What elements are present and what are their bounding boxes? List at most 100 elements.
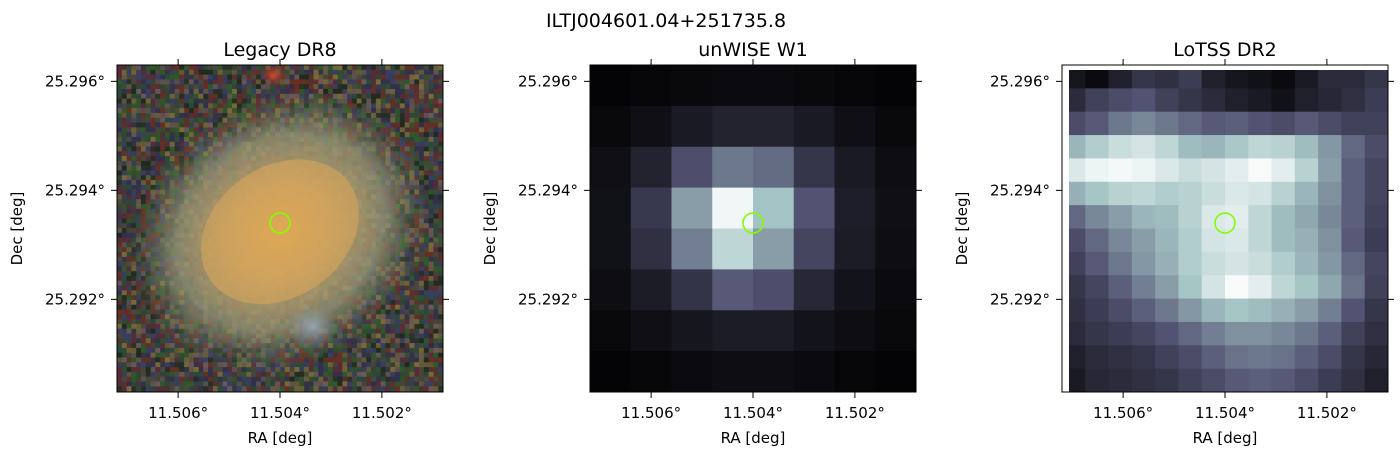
- heatmap-cell: [630, 351, 672, 392]
- x-tick-label: 11.502°: [1297, 404, 1357, 422]
- heatmap-cell: [834, 310, 876, 352]
- heatmap-cell: [793, 105, 835, 148]
- heatmap-cell: [1341, 205, 1366, 229]
- heatmap-cell: [1155, 345, 1179, 370]
- heatmap-cell: [1341, 251, 1366, 276]
- heatmap-cell: [1248, 345, 1273, 370]
- heatmap-cell: [1294, 65, 1319, 89]
- heatmap-cell: [1364, 368, 1388, 392]
- heatmap-cell: [1201, 251, 1226, 276]
- heatmap-cell: [1085, 345, 1110, 370]
- heatmap-cell: [1248, 158, 1273, 183]
- y-tick-label: 25.294°: [990, 181, 1050, 199]
- heatmap-cell: [1248, 228, 1273, 253]
- heatmap-cell: [875, 65, 916, 107]
- panel-title: Legacy DR8: [223, 39, 336, 61]
- heatmap-cell: [753, 146, 795, 189]
- heatmap-cell: [1085, 158, 1110, 183]
- heatmap-cell: [1108, 158, 1133, 183]
- heatmap-cell: [1178, 228, 1203, 253]
- heatmap-cell: [712, 228, 754, 270]
- heatmap-cell: [1225, 205, 1249, 229]
- heatmap-cell: [753, 65, 795, 107]
- heatmap-cell: [1271, 321, 1296, 346]
- heatmap-cell: [1155, 298, 1179, 323]
- heatmap-cell: [1364, 205, 1388, 229]
- heatmap-cell: [1341, 135, 1366, 159]
- heatmap-cell: [590, 65, 632, 107]
- heatmap-cell: [1155, 111, 1179, 136]
- heatmap-cell: [1131, 181, 1156, 206]
- heatmap-cell: [671, 146, 713, 189]
- heatmap-cell: [1364, 135, 1388, 159]
- heatmap-cell: [1178, 298, 1203, 323]
- heatmap-cell: [671, 228, 713, 270]
- heatmap-cell: [1364, 228, 1388, 253]
- x-tick-label: 11.502°: [352, 404, 412, 422]
- heatmap-cell: [753, 351, 795, 392]
- heatmap-cell: [712, 351, 754, 392]
- heatmap-cell: [671, 105, 713, 148]
- heatmap-cell: [1155, 181, 1179, 206]
- heatmap-cell: [753, 269, 795, 311]
- heatmap-cell: [1131, 251, 1156, 276]
- heatmap-cell: [1178, 345, 1203, 370]
- heatmap-cell: [1364, 251, 1388, 276]
- heatmap-cell: [1085, 321, 1110, 346]
- heatmap-cell: [630, 65, 672, 107]
- heatmap-cell: [793, 146, 835, 189]
- heatmap-cell: [1108, 181, 1133, 206]
- heatmap-cell: [1108, 251, 1133, 276]
- heatmap-cell: [1318, 205, 1342, 229]
- source-marker: [742, 212, 764, 234]
- heatmap-cell: [1155, 88, 1179, 113]
- heatmap-cell: [1271, 298, 1296, 323]
- heatmap-cell: [1248, 321, 1273, 346]
- panel-title: unWISE W1: [698, 39, 807, 61]
- heatmap-cell: [1178, 251, 1203, 276]
- heatmap-cell: [1155, 251, 1179, 276]
- heatmap-cell: [1131, 111, 1156, 136]
- panel-title: LoTSS DR2: [1173, 39, 1277, 61]
- x-tick-label: 11.502°: [825, 404, 885, 422]
- heatmap-cell: [753, 228, 795, 270]
- heatmap-cell: [753, 187, 795, 230]
- heatmap-cell: [1341, 111, 1366, 136]
- y-tick-label: 25.294°: [518, 181, 578, 199]
- panel-image: [590, 65, 916, 392]
- heatmap-cell: [1085, 111, 1110, 136]
- heatmap-cell: [834, 187, 876, 230]
- x-axis-label: RA [deg]: [721, 429, 786, 447]
- heatmap-cell: [1178, 88, 1203, 113]
- heatmap-cell: [1201, 345, 1226, 370]
- heatmap-cell: [1364, 111, 1388, 136]
- heatmap-cell: [1225, 135, 1249, 159]
- heatmap-cell: [1318, 345, 1342, 370]
- heatmap-cell: [1318, 135, 1342, 159]
- heatmap-cell: [1201, 181, 1226, 206]
- heatmap-cell: [1155, 228, 1179, 253]
- heatmap-cell: [1201, 135, 1226, 159]
- heatmap-cell: [793, 187, 835, 230]
- heatmap-cell: [1318, 368, 1342, 392]
- heatmap-cell: [1341, 65, 1366, 89]
- heatmap-cell: [1271, 135, 1296, 159]
- heatmap-cell: [1341, 158, 1366, 183]
- heatmap-cell: [1201, 298, 1226, 323]
- heatmap-cell: [793, 269, 835, 311]
- heatmap-cell: [1085, 135, 1110, 159]
- heatmap-cell: [1271, 181, 1296, 206]
- heatmap-cell: [1131, 228, 1156, 253]
- heatmap-cell: [630, 310, 672, 352]
- heatmap-cell: [1155, 65, 1179, 89]
- heatmap-cell: [875, 146, 916, 189]
- heatmap-cell: [1341, 298, 1366, 323]
- y-tick-label: 25.292°: [45, 290, 105, 308]
- heatmap-cell: [1248, 88, 1273, 113]
- heatmap-cell: [1271, 368, 1296, 392]
- heatmap-cell: [1248, 135, 1273, 159]
- heatmap-cell: [1155, 205, 1179, 229]
- heatmap-cell: [712, 310, 754, 352]
- heatmap-cell: [1085, 181, 1110, 206]
- heatmap-cell: [712, 105, 754, 148]
